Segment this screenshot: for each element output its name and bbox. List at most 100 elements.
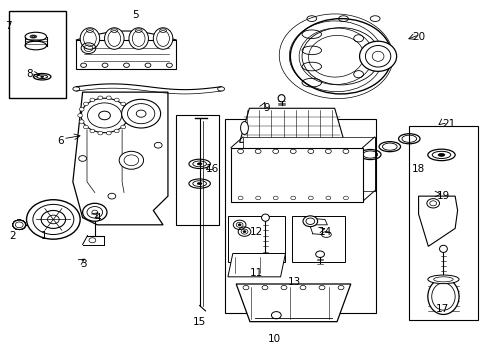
Ellipse shape <box>278 95 285 102</box>
Text: 18: 18 <box>411 164 424 174</box>
Ellipse shape <box>427 275 458 284</box>
Ellipse shape <box>121 125 125 129</box>
Ellipse shape <box>44 202 48 204</box>
Ellipse shape <box>59 202 62 204</box>
Ellipse shape <box>41 76 43 77</box>
Ellipse shape <box>32 208 36 211</box>
Polygon shape <box>227 253 285 277</box>
Ellipse shape <box>81 98 128 133</box>
Ellipse shape <box>26 200 80 239</box>
Polygon shape <box>243 137 374 191</box>
Ellipse shape <box>13 220 25 229</box>
Ellipse shape <box>427 279 458 315</box>
Ellipse shape <box>80 28 100 49</box>
Text: 6: 6 <box>57 136 63 145</box>
Bar <box>224 119 375 313</box>
Ellipse shape <box>129 28 148 49</box>
Ellipse shape <box>106 131 111 135</box>
Ellipse shape <box>70 228 74 231</box>
Ellipse shape <box>90 129 95 133</box>
Ellipse shape <box>79 120 84 123</box>
Bar <box>176 116 219 225</box>
Text: 17: 17 <box>435 304 448 314</box>
Ellipse shape <box>13 220 25 229</box>
Ellipse shape <box>303 216 317 226</box>
Ellipse shape <box>238 224 241 226</box>
Ellipse shape <box>359 41 396 71</box>
Ellipse shape <box>78 114 82 117</box>
Ellipse shape <box>153 28 172 49</box>
Polygon shape <box>73 92 167 225</box>
Ellipse shape <box>290 19 391 94</box>
Polygon shape <box>239 108 344 142</box>
Ellipse shape <box>99 111 110 120</box>
Ellipse shape <box>197 163 202 165</box>
Ellipse shape <box>106 96 111 100</box>
Ellipse shape <box>65 204 69 207</box>
Polygon shape <box>314 219 327 225</box>
Polygon shape <box>76 40 176 69</box>
Ellipse shape <box>427 149 454 161</box>
Text: 11: 11 <box>249 268 262 278</box>
Text: 4: 4 <box>94 213 101 222</box>
Text: 13: 13 <box>287 277 300 287</box>
Text: 12: 12 <box>249 227 262 237</box>
Ellipse shape <box>125 120 130 123</box>
Ellipse shape <box>59 234 62 237</box>
Ellipse shape <box>83 125 88 129</box>
Ellipse shape <box>13 220 25 229</box>
Text: 1: 1 <box>41 231 48 240</box>
Ellipse shape <box>437 153 444 156</box>
Text: 2: 2 <box>9 231 16 240</box>
Ellipse shape <box>82 203 107 221</box>
Bar <box>408 126 477 320</box>
Ellipse shape <box>98 131 102 135</box>
Polygon shape <box>236 284 350 321</box>
Ellipse shape <box>136 110 146 117</box>
Ellipse shape <box>371 51 383 61</box>
Ellipse shape <box>13 220 25 229</box>
Ellipse shape <box>75 218 79 221</box>
Ellipse shape <box>70 208 74 211</box>
Ellipse shape <box>98 96 102 100</box>
Bar <box>9 12 65 98</box>
Ellipse shape <box>38 232 41 235</box>
Ellipse shape <box>114 129 119 133</box>
Ellipse shape <box>29 213 33 216</box>
Text: 9: 9 <box>263 103 269 113</box>
Polygon shape <box>230 148 362 202</box>
Ellipse shape <box>243 230 245 233</box>
Text: 15: 15 <box>193 317 206 327</box>
Ellipse shape <box>51 235 55 238</box>
Ellipse shape <box>28 218 32 221</box>
Ellipse shape <box>65 232 69 235</box>
Text: 5: 5 <box>132 10 139 20</box>
Text: 20: 20 <box>412 32 425 41</box>
Ellipse shape <box>38 204 41 207</box>
Ellipse shape <box>32 228 36 231</box>
Ellipse shape <box>125 108 130 111</box>
Ellipse shape <box>126 114 131 117</box>
Ellipse shape <box>92 210 98 215</box>
Ellipse shape <box>74 213 78 216</box>
Bar <box>292 216 344 262</box>
Ellipse shape <box>261 214 269 221</box>
Ellipse shape <box>426 199 439 208</box>
Ellipse shape <box>439 245 447 252</box>
Text: 8: 8 <box>26 69 33 79</box>
Text: 10: 10 <box>267 333 281 343</box>
Ellipse shape <box>122 99 160 128</box>
Text: 7: 7 <box>5 21 12 31</box>
Polygon shape <box>418 196 457 246</box>
Ellipse shape <box>90 98 95 102</box>
Text: 3: 3 <box>80 259 86 269</box>
Ellipse shape <box>13 220 25 229</box>
Text: 16: 16 <box>205 164 218 174</box>
Ellipse shape <box>13 220 25 229</box>
Ellipse shape <box>13 220 25 229</box>
Text: 19: 19 <box>436 191 449 201</box>
Ellipse shape <box>79 108 84 111</box>
Ellipse shape <box>119 151 143 169</box>
Ellipse shape <box>197 183 202 185</box>
Ellipse shape <box>29 223 33 226</box>
